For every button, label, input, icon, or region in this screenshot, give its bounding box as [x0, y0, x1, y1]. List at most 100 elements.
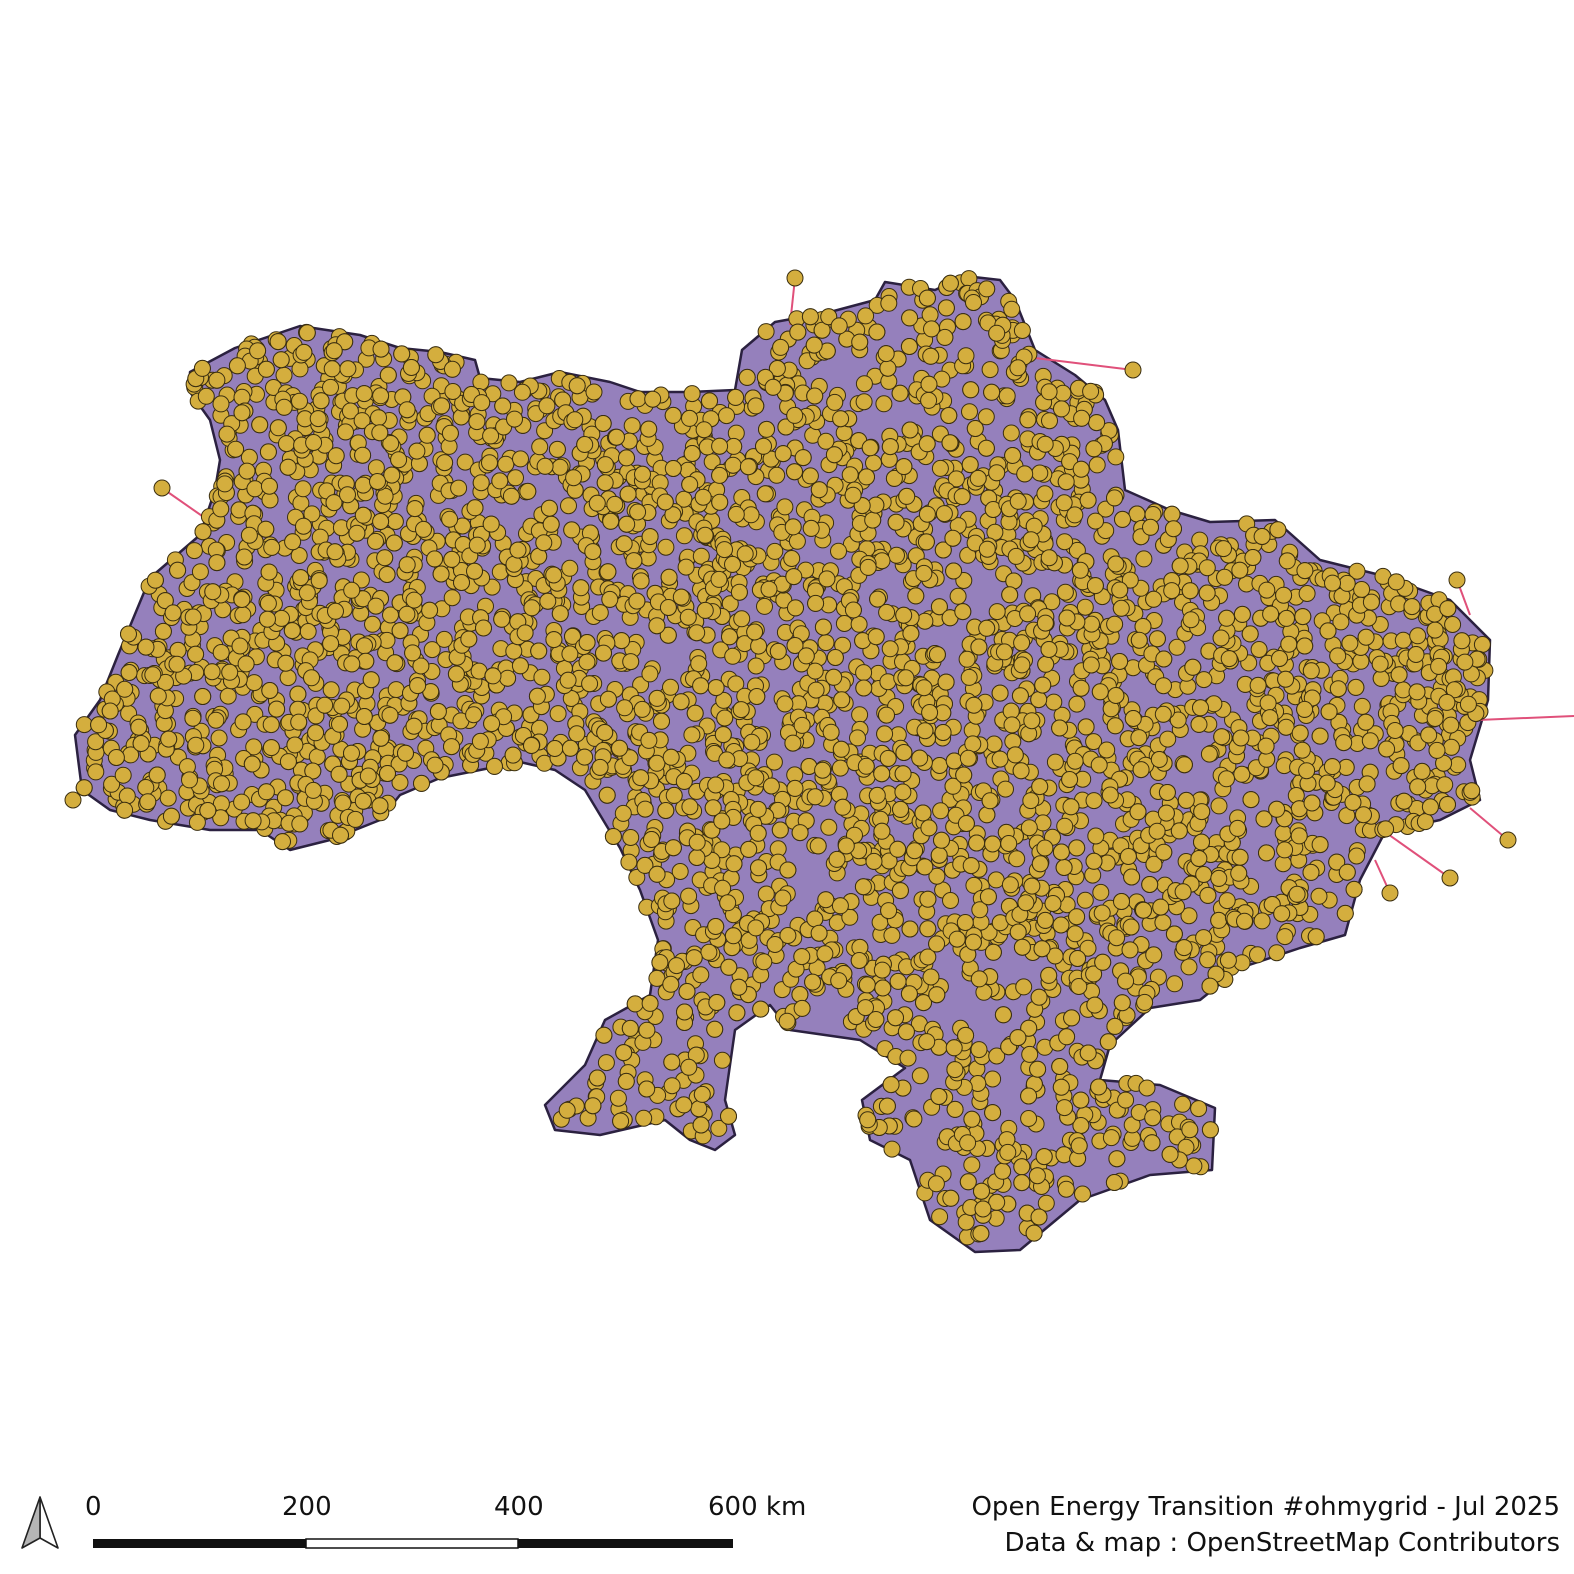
substation-marker [1036, 839, 1054, 857]
substation-marker [1218, 770, 1235, 788]
substation-marker [915, 564, 933, 582]
power-line [1384, 831, 1451, 879]
substation-marker [1216, 568, 1234, 586]
substation-marker [918, 289, 936, 307]
substation-marker [1249, 676, 1267, 694]
substation-marker [1278, 609, 1295, 627]
substation-marker [1200, 745, 1218, 763]
substation-marker [260, 563, 278, 581]
substation-marker [1040, 966, 1058, 984]
substation-marker [648, 689, 666, 707]
substation-marker [685, 949, 703, 967]
substation-marker [701, 392, 718, 410]
substation-marker [994, 1006, 1012, 1024]
substation-marker [356, 637, 373, 655]
substation-marker [1386, 722, 1404, 739]
substation-marker [312, 392, 330, 410]
substation-marker [626, 995, 644, 1013]
substation-marker [793, 999, 811, 1017]
substation-marker [385, 534, 403, 552]
substation-marker [185, 542, 203, 560]
substation-marker [1013, 634, 1031, 652]
substation-marker [1442, 738, 1460, 756]
substation-marker [505, 642, 523, 660]
substation-marker [1213, 728, 1231, 746]
substation-marker [628, 592, 646, 610]
substation-marker [1323, 758, 1341, 776]
substation-marker [791, 986, 809, 1003]
substation-marker [1409, 778, 1427, 796]
substation-marker [1439, 796, 1456, 813]
substation-marker [806, 788, 824, 806]
substation-marker [1063, 1009, 1081, 1027]
substation-marker [818, 570, 836, 588]
substation-marker [784, 518, 802, 536]
substation-marker [1324, 574, 1341, 592]
substation-marker [1298, 585, 1316, 602]
substation-marker [880, 902, 898, 920]
substation-marker [791, 824, 809, 842]
substation-marker [1241, 625, 1259, 643]
substation-marker [491, 472, 509, 490]
substation-marker [825, 668, 843, 686]
substation-marker [616, 699, 634, 717]
substation-marker [330, 765, 348, 783]
substation-marker [291, 815, 309, 833]
substation-marker [949, 587, 967, 605]
substation-marker [1066, 925, 1084, 943]
substation-marker [1033, 940, 1051, 958]
substation-marker [245, 738, 263, 756]
substation-marker [997, 780, 1014, 798]
substation-marker [1001, 876, 1019, 894]
substation-marker [1152, 898, 1170, 916]
substation-marker [861, 439, 879, 457]
substation-marker [1168, 638, 1186, 656]
substation-marker [663, 1053, 681, 1071]
substation-marker [1009, 923, 1027, 941]
substation-marker [481, 454, 498, 472]
substation-marker [187, 645, 205, 663]
substation-marker [139, 793, 157, 811]
substation-marker [1082, 656, 1100, 674]
substation-marker [1087, 827, 1105, 845]
substation-marker [354, 506, 372, 524]
substation-marker [364, 615, 381, 633]
substation-marker [804, 973, 822, 991]
substation-marker [1210, 797, 1228, 815]
substation-marker [1055, 859, 1073, 876]
substation-marker [965, 876, 983, 894]
substation-marker [1344, 793, 1362, 811]
substation-marker [1092, 883, 1110, 901]
substation-marker [244, 812, 262, 830]
substation-marker [257, 360, 275, 378]
substation-marker [1463, 782, 1481, 800]
substation-marker [883, 926, 901, 944]
substation-marker [867, 628, 885, 646]
substation-marker [998, 387, 1016, 405]
substation-marker [1294, 608, 1312, 626]
substation-marker [337, 423, 354, 441]
substation-marker [1036, 614, 1054, 632]
substation-marker [945, 1039, 963, 1057]
substation-marker [1236, 912, 1253, 930]
substation-marker [370, 409, 387, 427]
substation-marker [1073, 409, 1091, 427]
substation-marker [436, 454, 454, 472]
substation-marker [322, 378, 339, 396]
substation-marker [443, 589, 461, 607]
substation-marker [184, 709, 202, 727]
substation-marker [1358, 775, 1376, 793]
substation-marker [393, 345, 411, 363]
substation-marker [1378, 740, 1396, 758]
substation-marker [857, 757, 875, 775]
substation-marker [1009, 492, 1027, 510]
substation-marker [1394, 681, 1412, 699]
substation-marker [632, 769, 650, 787]
substation-marker [633, 700, 651, 718]
substation-marker [1442, 716, 1460, 734]
substation-marker [269, 419, 287, 437]
substation-marker [535, 534, 553, 552]
substation-marker [786, 463, 803, 481]
substation-marker [789, 323, 807, 341]
substation-marker [879, 359, 897, 377]
